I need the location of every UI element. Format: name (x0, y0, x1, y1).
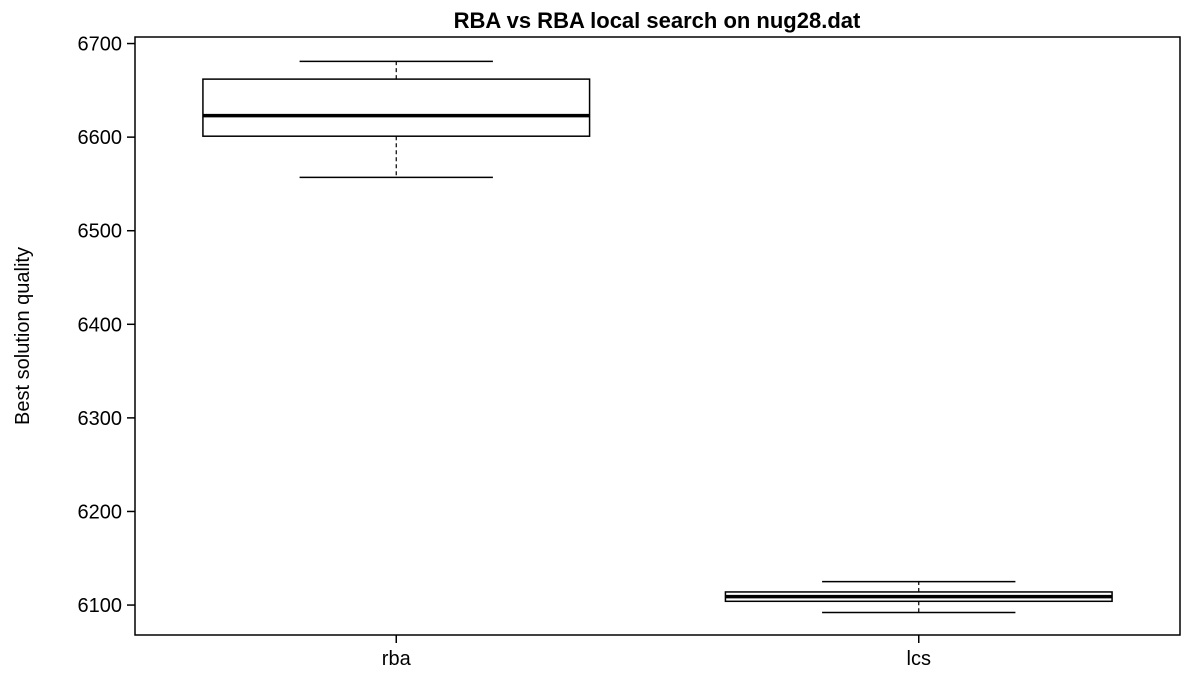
x-axis: rba lcs (382, 635, 931, 670)
box-lcs (724, 580, 1113, 614)
y-tick-label: 6600 (78, 127, 123, 149)
plot-frame (134, 36, 1181, 636)
box-rba (202, 60, 591, 179)
y-tick-label: 6300 (78, 408, 123, 430)
x-tick-label: lcs (907, 648, 931, 670)
y-axis-label: Best solution quality (12, 247, 34, 425)
y-axis: 6100 6200 6300 6400 6500 6600 6700 (78, 34, 135, 617)
iqr-box (202, 78, 591, 137)
y-tick-label: 6700 (78, 34, 123, 56)
boxes (202, 60, 1113, 614)
y-tick-label: 6400 (78, 314, 123, 336)
y-tick-label: 6200 (78, 501, 123, 523)
y-tick-label: 6100 (78, 595, 123, 617)
x-tick-label: rba (382, 648, 412, 670)
y-tick-label: 6500 (78, 221, 123, 243)
chart-title: RBA vs RBA local search on nug28.dat (454, 8, 861, 33)
